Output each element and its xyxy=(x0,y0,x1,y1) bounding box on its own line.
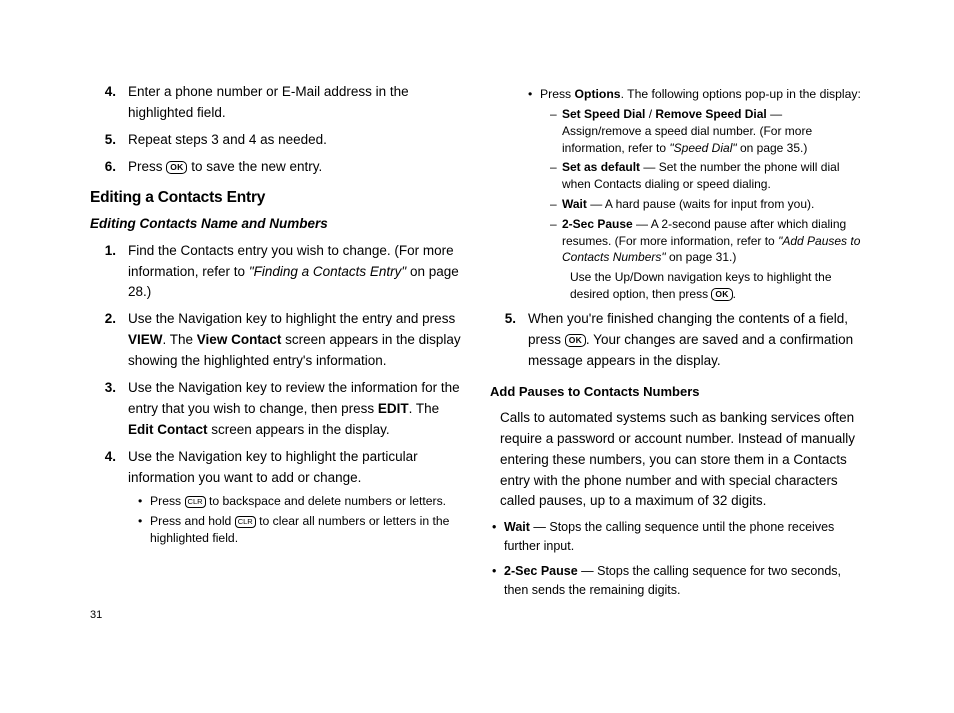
step-text: Use the Navigation key to review the inf… xyxy=(128,378,464,441)
step-number: 3. xyxy=(90,378,128,441)
step-text: Use the Navigation key to highlight the … xyxy=(128,309,464,372)
step-number: 6. xyxy=(90,157,128,178)
step-4: 4. Enter a phone number or E-Mail addres… xyxy=(90,82,464,124)
ok-key-icon: OK xyxy=(565,334,586,347)
step-text: Enter a phone number or E-Mail address i… xyxy=(128,82,464,124)
step-number: 4. xyxy=(90,82,128,124)
continued-steps: 4. Enter a phone number or E-Mail addres… xyxy=(90,82,464,178)
step-number: 2. xyxy=(90,309,128,372)
page-number: 31 xyxy=(90,609,102,621)
continued-step-content: Press Options. The following options pop… xyxy=(490,86,864,303)
xref: "Speed Dial" xyxy=(669,141,736,155)
paragraph: Calls to automated systems such as banki… xyxy=(490,408,864,513)
ok-key-icon: OK xyxy=(166,161,187,174)
step-number: 5. xyxy=(90,130,128,151)
options-line: Press Options. The following options pop… xyxy=(528,86,864,303)
bullet-wait: Wait — Stops the calling sequence until … xyxy=(490,518,864,556)
manual-page: 4. Enter a phone number or E-Mail addres… xyxy=(0,0,954,713)
pauses-bullets: Wait — Stops the calling sequence until … xyxy=(490,518,864,599)
clr-key-icon: CLR xyxy=(185,496,206,508)
sub-bullets: Press CLR to backspace and delete number… xyxy=(128,493,464,547)
step-number: 1. xyxy=(90,241,128,304)
step-text: When you're finished changing the conten… xyxy=(528,309,864,372)
xref: "Finding a Contacts Entry" xyxy=(249,264,406,279)
right-steps: 5. When you're finished changing the con… xyxy=(490,309,864,372)
edit-step-2: 2. Use the Navigation key to highlight t… xyxy=(90,309,464,372)
two-column-layout: 4. Enter a phone number or E-Mail addres… xyxy=(90,82,864,605)
step-number: 4. xyxy=(90,447,128,550)
bullet-2sec-pause: 2-Sec Pause — Stops the calling sequence… xyxy=(490,562,864,600)
step-5: 5. Repeat steps 3 and 4 as needed. xyxy=(90,130,464,151)
dash-item: Wait — A hard pause (waits for input fro… xyxy=(550,196,864,213)
step-text: Use the Navigation key to highlight the … xyxy=(128,447,464,550)
options-bullet: Press Options. The following options pop… xyxy=(528,86,864,303)
ok-key-icon: OK xyxy=(711,288,732,301)
dash-item: 2-Sec Pause — A 2-second pause after whi… xyxy=(550,216,864,266)
step-6: 6. Press OK to save the new entry. xyxy=(90,157,464,178)
post-dash-note: Use the Up/Down navigation keys to highl… xyxy=(540,269,864,303)
options-dash-list: Set Speed Dial / Remove Speed Dial — Ass… xyxy=(540,106,864,266)
edit-step-3: 3. Use the Navigation key to review the … xyxy=(90,378,464,441)
step-number: 5. xyxy=(490,309,528,372)
step-text: Repeat steps 3 and 4 as needed. xyxy=(128,130,464,151)
dash-item: Set Speed Dial / Remove Speed Dial — Ass… xyxy=(550,106,864,156)
clr-key-icon: CLR xyxy=(235,516,256,528)
step-text: Find the Contacts entry you wish to chan… xyxy=(128,241,464,304)
heading-editing-contacts-entry: Editing a Contacts Entry xyxy=(90,186,464,210)
subheading-add-pauses: Add Pauses to Contacts Numbers xyxy=(490,382,864,402)
edit-step-4: 4. Use the Navigation key to highlight t… xyxy=(90,447,464,550)
sub-bullet: Press and hold CLR to clear all numbers … xyxy=(138,513,464,547)
editing-steps: 1. Find the Contacts entry you wish to c… xyxy=(90,241,464,550)
dash-item: Set as default — Set the number the phon… xyxy=(550,159,864,193)
left-column: 4. Enter a phone number or E-Mail addres… xyxy=(90,82,464,605)
right-column: Press Options. The following options pop… xyxy=(490,82,864,605)
step-text: Press OK to save the new entry. xyxy=(128,157,464,178)
sub-bullet: Press CLR to backspace and delete number… xyxy=(138,493,464,510)
step-5-right: 5. When you're finished changing the con… xyxy=(490,309,864,372)
subheading-editing-name-numbers: Editing Contacts Name and Numbers xyxy=(90,214,464,235)
edit-step-1: 1. Find the Contacts entry you wish to c… xyxy=(90,241,464,304)
